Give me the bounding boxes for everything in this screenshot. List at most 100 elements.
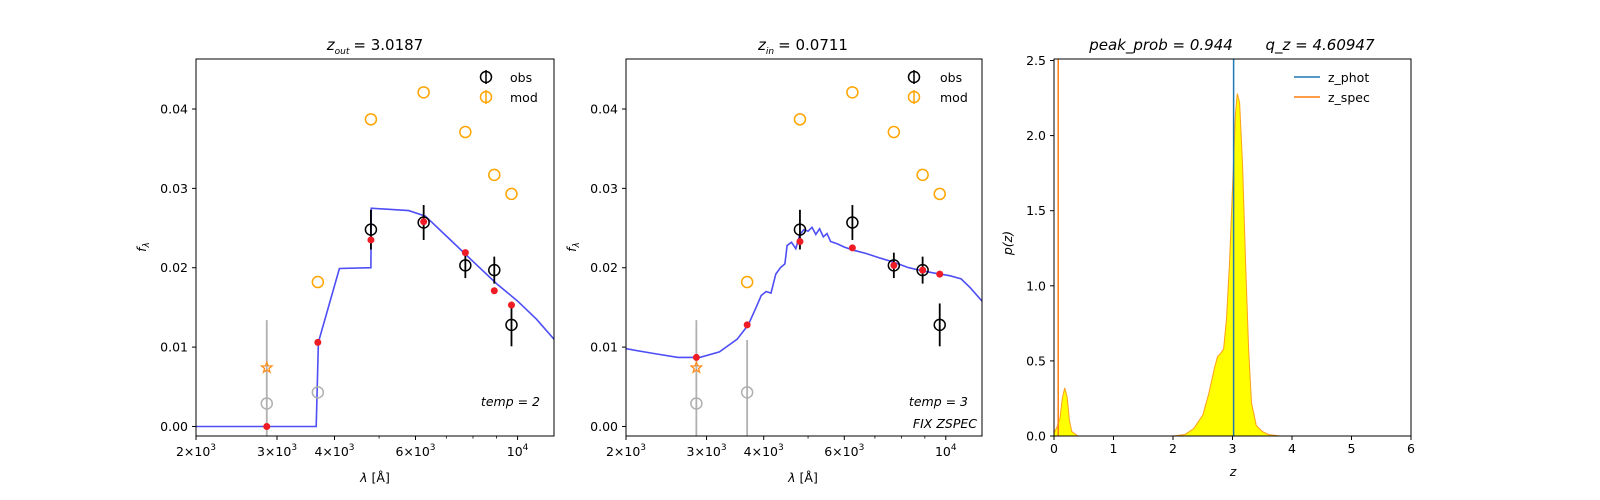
- p2-obs-point-1: [846, 216, 859, 229]
- p2-ytick-label-3: 0.03: [590, 181, 618, 196]
- p2-mod-point-5: [933, 187, 946, 201]
- p1-obs-point-2: [459, 259, 472, 272]
- panel3-legend-zphot-label: z_phot: [1328, 70, 1369, 85]
- p2-star-marker: [689, 360, 704, 374]
- p1-obs-point-1: [417, 216, 430, 229]
- p1-ytick-label-4: 0.04: [160, 102, 188, 117]
- p1-xtick-label-1: 3×103: [257, 443, 297, 459]
- p2-frame: [625, 58, 983, 437]
- panel1-legend-mod-label: mod: [510, 90, 538, 105]
- p3-ytick-label-0: 0.0: [1026, 429, 1046, 444]
- p2-ytick-label-4: 0.04: [590, 102, 618, 117]
- p3-xtick-label-2: 2: [1169, 441, 1177, 456]
- panel2-title: zin = 0.0711: [757, 36, 848, 57]
- p3-xtick-label-4: 4: [1288, 441, 1296, 456]
- panel1-annotation-temp: temp = 2: [481, 394, 540, 409]
- p3-ytick-label-2: 1.0: [1026, 278, 1046, 293]
- panel1-ylabel: fλ: [134, 242, 152, 252]
- p3-plot-area: [1054, 59, 1411, 436]
- p1-plot-area: [196, 86, 554, 436]
- p2-model-dot-0: [692, 353, 700, 361]
- p1-frame: [195, 58, 555, 437]
- p3-xtick-label-1: 1: [1110, 441, 1118, 456]
- p3-ytick-label-3: 1.5: [1026, 203, 1046, 218]
- p1-model-dot-0: [263, 422, 271, 430]
- p1-mod-point-1: [364, 113, 378, 126]
- panel1-title: zout = 3.0187: [326, 36, 423, 57]
- p1-model-dot-3: [420, 218, 428, 226]
- p2-mod-point-2: [846, 86, 859, 99]
- p2-mod-point-3: [887, 125, 901, 139]
- p1-xtick-label-4: 104: [507, 443, 529, 459]
- p2-obs-point-4: [933, 318, 946, 332]
- p1-faint-obs-point-0: [260, 397, 274, 410]
- p1-obs-point-3: [488, 263, 501, 277]
- p3-xtick-label-6: 6: [1407, 441, 1415, 456]
- panel2-annotation-temp: temp = 3: [909, 394, 968, 409]
- p2-mod-point-4: [916, 168, 929, 182]
- p2-xtick-label-0: 2×103: [606, 443, 646, 459]
- p2-plot-area: [626, 86, 982, 436]
- p1-ytick-label-3: 0.03: [160, 181, 188, 196]
- p2-xtick-label-3: 6×103: [824, 443, 864, 459]
- p3-xtick-label-5: 5: [1348, 441, 1356, 456]
- p3-ytick-label-5: 2.5: [1026, 53, 1046, 68]
- panel3-ylabel: p(z): [1000, 231, 1015, 256]
- p2-model-dot-1: [743, 321, 751, 329]
- p1-xtick-label-3: 6×103: [395, 443, 435, 459]
- panel2-legend-obs-label: obs: [940, 70, 962, 85]
- p2-model-dot-2: [796, 238, 804, 246]
- p1-model-dot-6: [507, 301, 515, 309]
- p1-ytick-label-1: 0.01: [160, 340, 188, 355]
- p2-mod-point-0: [740, 275, 754, 289]
- p2-model-dot-6: [936, 270, 944, 278]
- p1-model-dot-5: [490, 287, 498, 295]
- panel-sed-zout: zout = 3.0187 λ [Å] fλ obs mod temp = 2 0…: [134, 36, 555, 485]
- panel-pz: peak_prob = 0.944 q_z = 4.60947 z p(z) z…: [1000, 36, 1415, 479]
- panel2-legend-mod-label: mod: [940, 90, 968, 105]
- p2-faint-obs-point-1: [740, 386, 754, 399]
- p2-obs-point-3: [916, 263, 929, 277]
- p1-star-marker: [259, 360, 274, 374]
- p1-mod-point-0: [311, 275, 325, 289]
- panel-sed-zin: zin = 0.0711 λ [Å] fλ obs mod temp = 3 FI…: [564, 36, 983, 485]
- panel3-title-peakprob: peak_prob = 0.944: [1088, 36, 1233, 55]
- p3-pz-fill: [1054, 93, 1411, 436]
- p2-obs-point-0: [793, 223, 807, 236]
- p3-xtick-label-0: 0: [1050, 441, 1058, 456]
- p2-obs-point-2: [887, 259, 901, 272]
- p2-model-dot-3: [848, 244, 856, 252]
- p2-xtick-label-4: 104: [935, 443, 957, 459]
- p1-model-dot-4: [461, 249, 469, 257]
- p2-model-dot-5: [919, 266, 927, 274]
- panel3-xlabel: z: [1229, 464, 1237, 479]
- p2-ytick-label-1: 0.01: [590, 340, 618, 355]
- panel1-legend-obs-label: obs: [510, 70, 532, 85]
- p1-template-spectrum: [196, 207, 554, 428]
- p1-obs-point-0: [364, 223, 378, 236]
- p1-mod-point-5: [505, 187, 518, 201]
- panel3-title-qz: q_z = 4.60947: [1265, 36, 1374, 55]
- p2-xtick-label-2: 4×103: [744, 443, 784, 459]
- p2-faint-obs-point-0: [690, 397, 703, 410]
- p1-mod-point-4: [488, 168, 501, 182]
- p1-model-dot-1: [314, 338, 322, 346]
- panel3-legend-zspec-label: z_spec: [1328, 90, 1370, 105]
- p3-ytick-label-4: 2.0: [1026, 128, 1046, 143]
- panel1-xlabel: λ [Å]: [359, 470, 390, 485]
- p1-ytick-label-0: 0.00: [160, 419, 188, 434]
- p2-model-dot-4: [890, 261, 898, 269]
- p2-ytick-label-2: 0.02: [590, 260, 618, 275]
- p2-xtick-label-1: 3×103: [687, 443, 727, 459]
- p1-ytick-label-2: 0.02: [160, 260, 188, 275]
- p3-xtick-label-3: 3: [1229, 441, 1237, 456]
- p1-xtick-label-0: 2×103: [176, 443, 216, 459]
- p3-pz-line: [1054, 93, 1411, 436]
- p1-mod-point-3: [459, 125, 472, 139]
- panel2-ylabel: fλ: [564, 242, 582, 252]
- panel2-xlabel: λ [Å]: [787, 470, 818, 485]
- p3-ytick-label-1: 0.5: [1026, 353, 1046, 368]
- p1-mod-point-2: [417, 86, 430, 99]
- p2-mod-point-1: [793, 113, 807, 126]
